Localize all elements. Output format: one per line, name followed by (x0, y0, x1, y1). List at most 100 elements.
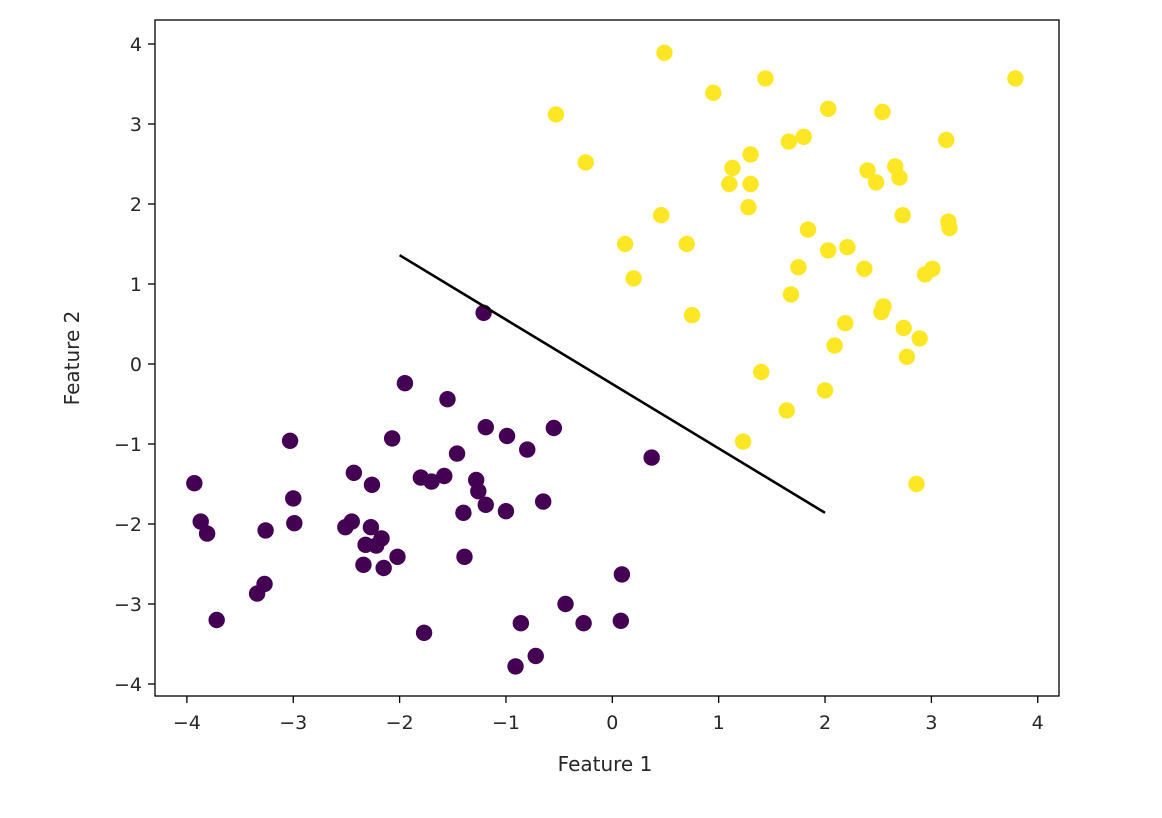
data-point-class-0 (285, 490, 302, 507)
x-tick-label: 1 (713, 712, 725, 734)
data-point-class-0 (375, 559, 392, 577)
data-point-class-0 (498, 427, 516, 445)
data-point-class-1 (820, 242, 837, 259)
plot-frame (154, 19, 1060, 697)
x-tick-label: −4 (173, 712, 201, 734)
data-point-class-0 (612, 612, 630, 629)
x-tick-label: 2 (819, 712, 831, 734)
data-point-class-0 (497, 503, 515, 520)
data-point-class-0 (415, 624, 433, 641)
decision-boundary-layer (398, 254, 826, 514)
y-tick-label: −3 (114, 594, 142, 616)
data-point-class-1 (874, 103, 891, 121)
data-point-class-1 (753, 363, 770, 381)
y-tick-label: 1 (130, 274, 142, 296)
data-point-class-0 (383, 430, 401, 447)
data-point-class-0 (396, 375, 414, 392)
data-point-class-1 (742, 146, 759, 163)
data-point-class-1 (678, 235, 695, 253)
data-point-class-0 (281, 432, 299, 449)
data-point-class-1 (839, 239, 856, 256)
data-point-class-0 (257, 522, 274, 539)
y-tick-label: −1 (114, 434, 142, 456)
y-tick-label: −2 (114, 514, 142, 536)
y-tick-label: 0 (130, 354, 142, 376)
data-point-class-0 (527, 647, 544, 665)
x-tick-label: 3 (925, 712, 937, 734)
data-point-class-1 (820, 100, 837, 118)
data-point-class-1 (859, 162, 876, 179)
data-point-class-0 (456, 548, 473, 565)
y-axis-label: Feature 2 (60, 311, 84, 406)
data-point-class-1 (911, 330, 928, 347)
data-point-class-0 (436, 467, 453, 485)
data-points-layer (186, 44, 1024, 675)
data-point-class-0 (643, 449, 660, 466)
data-point-class-1 (908, 475, 925, 493)
data-point-class-1 (734, 433, 752, 450)
x-tick-label: −1 (492, 712, 520, 734)
data-point-class-0 (519, 441, 536, 458)
y-tick-label: −4 (114, 674, 142, 696)
data-point-class-1 (780, 133, 798, 150)
y-axis-ticks: −4 −3 −2 −1 0 1 2 3 4 (114, 34, 155, 696)
data-point-class-0 (256, 575, 273, 593)
data-point-class-1 (721, 175, 738, 193)
data-point-class-1 (653, 207, 670, 224)
data-point-class-1 (724, 159, 741, 177)
data-point-class-1 (875, 298, 892, 315)
y-tick-label: 3 (130, 114, 142, 136)
data-point-class-1 (795, 128, 812, 145)
data-point-class-1 (547, 106, 565, 123)
data-point-class-1 (894, 207, 911, 224)
data-point-class-1 (778, 402, 795, 419)
data-point-class-0 (439, 391, 456, 408)
data-point-class-0 (198, 525, 216, 542)
data-point-class-1 (656, 44, 673, 61)
data-point-class-0 (186, 475, 203, 492)
data-point-class-0 (512, 615, 530, 632)
data-point-class-1 (577, 154, 594, 171)
data-point-class-1 (826, 337, 843, 354)
data-point-class-1 (898, 348, 916, 365)
data-point-class-1 (867, 174, 885, 191)
data-point-class-0 (575, 615, 592, 632)
y-tick-label: 2 (130, 194, 142, 216)
data-point-class-0 (477, 496, 494, 513)
data-point-class-0 (613, 566, 631, 583)
data-point-class-1 (856, 260, 873, 277)
data-point-class-1 (625, 270, 642, 287)
data-point-class-0 (355, 556, 372, 573)
data-point-class-0 (362, 519, 380, 536)
x-tick-label: −3 (279, 712, 307, 734)
data-point-class-0 (389, 548, 406, 565)
data-point-class-0 (343, 513, 360, 530)
x-tick-label: 4 (1032, 712, 1044, 734)
data-point-class-0 (423, 473, 440, 490)
data-point-class-0 (477, 419, 494, 436)
data-point-class-0 (363, 476, 381, 493)
data-point-class-0 (557, 595, 574, 613)
decision-boundary-line (398, 254, 826, 514)
data-point-class-1 (799, 221, 817, 238)
data-point-class-1 (782, 286, 800, 303)
data-point-class-1 (683, 307, 701, 324)
data-point-class-0 (455, 504, 472, 521)
data-point-class-1 (740, 199, 757, 216)
data-point-class-0 (545, 419, 563, 437)
data-point-class-0 (286, 515, 303, 532)
data-point-class-1 (742, 175, 759, 193)
data-point-class-0 (507, 658, 524, 675)
x-tick-label: 0 (606, 712, 618, 734)
data-point-class-0 (345, 464, 363, 481)
data-point-class-1 (924, 260, 941, 277)
data-point-class-1 (705, 84, 722, 102)
data-point-class-1 (895, 319, 912, 337)
data-point-class-0 (373, 530, 390, 547)
data-point-class-1 (938, 131, 955, 149)
data-point-class-1 (757, 70, 774, 87)
data-point-class-0 (448, 445, 466, 462)
x-axis-ticks: −4 −3 −2 −1 0 1 2 3 4 (173, 696, 1044, 734)
